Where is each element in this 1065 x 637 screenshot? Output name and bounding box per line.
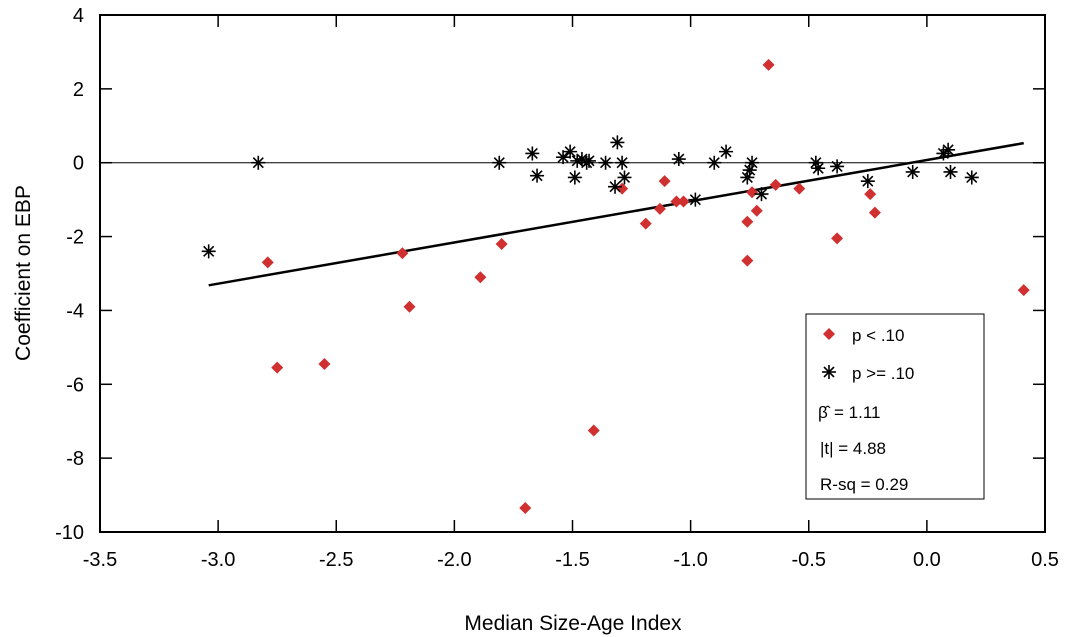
data-point-diamond (868, 206, 881, 219)
data-point-asterisk (688, 192, 703, 207)
data-point-asterisk (201, 244, 216, 259)
y-tick-label: -4 (66, 300, 84, 322)
data-point-diamond (741, 215, 754, 228)
x-tick-label: -3.0 (201, 549, 235, 571)
data-point-asterisk (615, 155, 630, 170)
data-point-asterisk (811, 161, 826, 176)
data-point-asterisk (556, 150, 571, 165)
data-point-diamond (677, 195, 690, 208)
y-tick-label: -10 (55, 522, 84, 544)
x-axis-ticks: -3.5 -3.0 -2.5 -2.0 -1.5 -1.0 -0.5 0.0 0.5 (83, 15, 1059, 571)
regression-line (208, 141, 1024, 287)
data-point-asterisk (608, 179, 623, 194)
y-tick-label: 0 (73, 153, 84, 175)
data-point-asterisk (943, 164, 958, 179)
fit-line (208, 141, 1024, 287)
data-point-diamond (658, 175, 671, 188)
x-axis-title: Median Size-Age Index (464, 612, 682, 635)
data-point-asterisk (610, 135, 625, 150)
data-point-asterisk (941, 142, 956, 157)
data-point-asterisk (740, 170, 755, 185)
y-axis-ticks: -10 -8 -6 -4 -2 0 2 4 (55, 5, 1045, 544)
data-point-asterisk (582, 153, 597, 168)
data-point-asterisk (617, 170, 632, 185)
data-point-diamond (769, 178, 782, 191)
data-point-diamond (495, 237, 508, 250)
x-tick-label: -1.5 (555, 549, 589, 571)
data-point-asterisk (742, 163, 757, 178)
r-squared: R-sq = 0.29 (820, 475, 908, 494)
data-point-asterisk (570, 153, 585, 168)
data-point-diamond (762, 58, 775, 71)
data-point-diamond (271, 361, 284, 374)
data-point-diamond (741, 254, 754, 267)
legend-label-not-significant: p >= .10 (852, 364, 914, 383)
y-tick-label: -2 (66, 227, 84, 249)
data-point-diamond (519, 501, 532, 514)
data-point-asterisk (754, 187, 769, 202)
x-tick-label: -1.0 (673, 549, 707, 571)
legend-marker-diamond (823, 328, 835, 340)
x-tick-label: 0.0 (913, 549, 941, 571)
data-point-asterisk (492, 155, 507, 170)
data-point-asterisk (530, 168, 545, 183)
data-point-asterisk (719, 144, 734, 159)
data-point-diamond (403, 300, 416, 313)
y-tick-label: 2 (73, 79, 84, 101)
data-point-diamond (318, 357, 331, 370)
x-tick-label: -0.5 (792, 549, 826, 571)
data-point-diamond (793, 182, 806, 195)
data-point-asterisk (707, 155, 722, 170)
data-point-asterisk (964, 170, 979, 185)
x-tick-label: 0.5 (1031, 549, 1059, 571)
data-point-diamond (746, 186, 759, 199)
x-tick-label: -3.5 (83, 549, 117, 571)
data-point-diamond (1017, 284, 1030, 297)
data-point-asterisk (525, 146, 540, 161)
y-tick-label: -8 (66, 448, 84, 470)
data-point-diamond (831, 232, 844, 245)
data-point-diamond (587, 424, 600, 437)
data-point-asterisk (905, 164, 920, 179)
x-tick-label: -2.0 (437, 549, 471, 571)
data-point-diamond (261, 256, 274, 269)
data-point-asterisk (830, 159, 845, 174)
y-axis-title: Coefficient on EBP (12, 185, 35, 361)
data-point-diamond (750, 204, 763, 217)
x-tick-label: -2.5 (319, 549, 353, 571)
data-point-diamond (864, 188, 877, 201)
y-tick-label: 4 (73, 5, 84, 27)
data-point-asterisk (671, 152, 686, 167)
data-point-asterisk (563, 144, 578, 159)
data-point-diamond (396, 247, 409, 260)
data-point-asterisk (567, 170, 582, 185)
data-point-asterisk (251, 155, 266, 170)
data-point-diamond (670, 195, 683, 208)
legend-marker-asterisk (822, 365, 836, 379)
legend: p < .10 p >= .10 β̂ = 1.11 |t| = 4.88 R-… (805, 313, 985, 500)
y-tick-label: -6 (66, 374, 84, 396)
data-point-asterisk (808, 155, 823, 170)
data-point-diamond (653, 202, 666, 215)
legend-label-significant: p < .10 (852, 326, 904, 345)
data-point-diamond (639, 217, 652, 230)
legend-box (805, 313, 985, 500)
data-point-asterisk (598, 155, 613, 170)
data-point-diamond (474, 271, 487, 284)
data-point-asterisk (860, 174, 875, 189)
beta-symbol: β̂ (818, 403, 831, 422)
beta-value: = 1.11 (834, 403, 880, 422)
series-significant (261, 58, 1030, 514)
t-statistic: |t| = 4.88 (820, 439, 886, 458)
series-not-significant (201, 135, 979, 259)
data-point-asterisk (745, 155, 760, 170)
